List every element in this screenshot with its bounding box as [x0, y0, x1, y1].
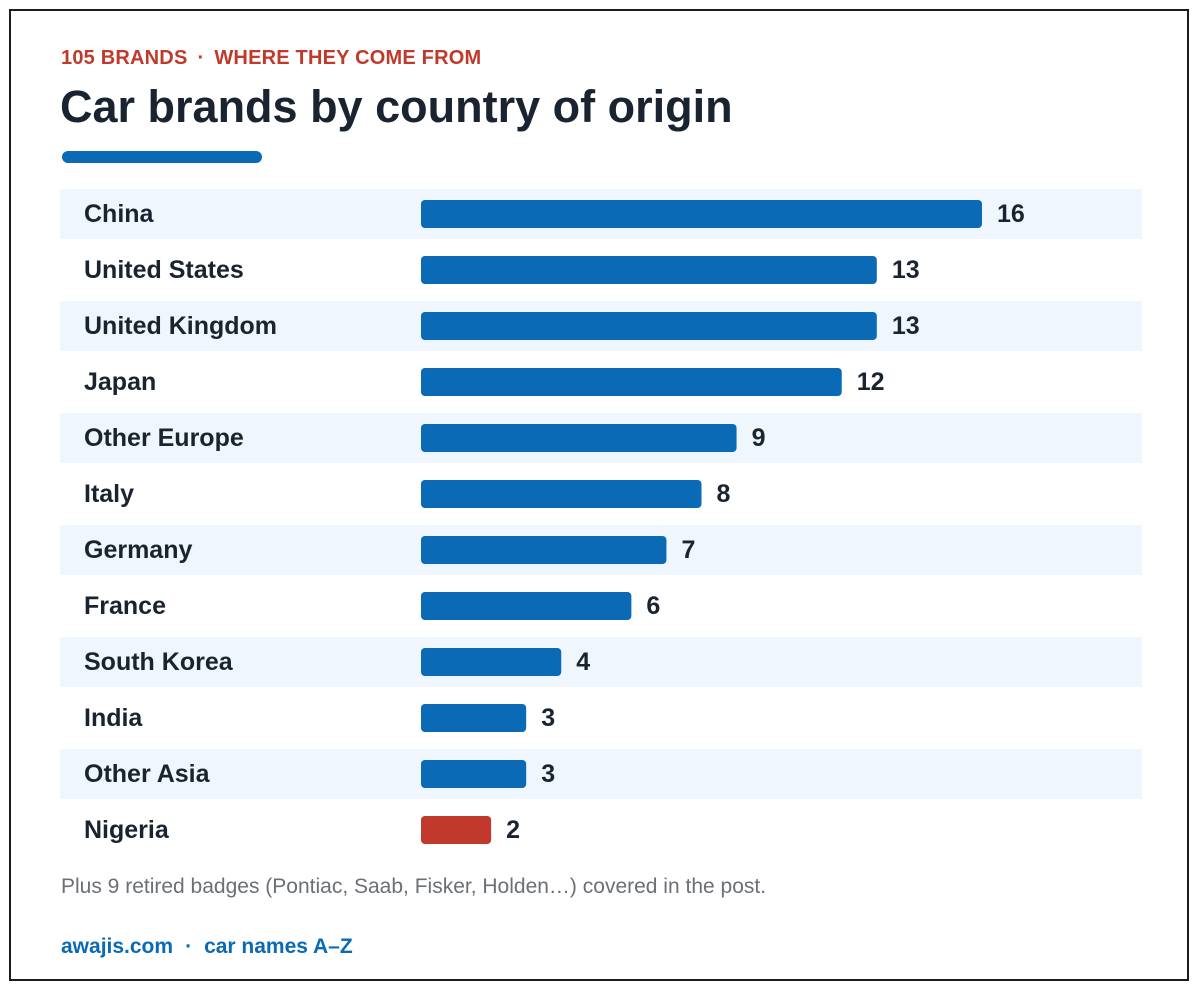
bar-united-states [421, 256, 877, 284]
value-label-japan: 12 [857, 368, 885, 396]
category-label-united-states: United States [84, 256, 244, 284]
value-label-china: 16 [997, 200, 1025, 228]
bar-france [421, 592, 632, 620]
kicker-separator: · [197, 47, 205, 69]
footnote: Plus 9 retired badges (Pontiac, Saab, Fi… [61, 875, 767, 898]
category-label-india: India [84, 704, 143, 732]
bar-other-europe [421, 424, 737, 452]
value-label-germany: 7 [681, 536, 695, 564]
category-label-nigeria: Nigeria [84, 816, 170, 844]
category-label-china: China [84, 200, 155, 228]
footer-separator: · [185, 935, 193, 958]
category-label-other-asia: Other Asia [84, 760, 211, 788]
value-label-other-europe: 9 [752, 424, 766, 452]
bar-japan [421, 368, 842, 396]
value-label-italy: 8 [717, 480, 731, 508]
bar-china [421, 200, 982, 228]
title-accent-bar [62, 151, 262, 163]
bar-south-korea [421, 648, 562, 676]
bar-united-kingdom [421, 312, 877, 340]
row-stripe-south-korea [60, 637, 1142, 687]
footer-section-link[interactable]: car names A–Z [204, 935, 353, 958]
value-label-united-kingdom: 13 [892, 312, 920, 340]
bar-india [421, 704, 527, 732]
category-label-italy: Italy [84, 480, 134, 508]
category-label-france: France [84, 592, 166, 620]
category-label-germany: Germany [84, 536, 192, 564]
kicker-count: 105 BRANDS [61, 47, 188, 69]
category-label-united-kingdom: United Kingdom [84, 312, 277, 340]
bar-nigeria [421, 816, 492, 844]
bar-chart: China 16 United States 13 United Kingdom 13 Ja… [60, 189, 1142, 844]
kicker: 105 BRANDS · WHERE THEY COME FROM [61, 47, 481, 70]
value-label-india: 3 [541, 704, 555, 732]
kicker-tagline: WHERE THEY COME FROM [214, 47, 482, 69]
value-label-nigeria: 2 [506, 816, 520, 844]
bar-germany [421, 536, 667, 564]
value-label-other-asia: 3 [541, 760, 555, 788]
value-label-france: 6 [646, 592, 660, 620]
category-label-south-korea: South Korea [84, 648, 234, 676]
bar-other-asia [421, 760, 527, 788]
category-label-japan: Japan [84, 368, 156, 396]
value-label-united-states: 13 [892, 256, 920, 284]
footer: awajis.com · car names A–Z [61, 935, 353, 959]
footer-site-link[interactable]: awajis.com [61, 935, 174, 958]
row-stripe-other-asia [60, 749, 1142, 799]
chart-title: Car brands by country of origin [60, 81, 733, 132]
category-label-other-europe: Other Europe [84, 424, 244, 452]
value-label-south-korea: 4 [576, 648, 590, 676]
chart-card: 105 BRANDS · WHERE THEY COME FROM Car bran… [9, 9, 1189, 981]
bar-italy [421, 480, 702, 508]
